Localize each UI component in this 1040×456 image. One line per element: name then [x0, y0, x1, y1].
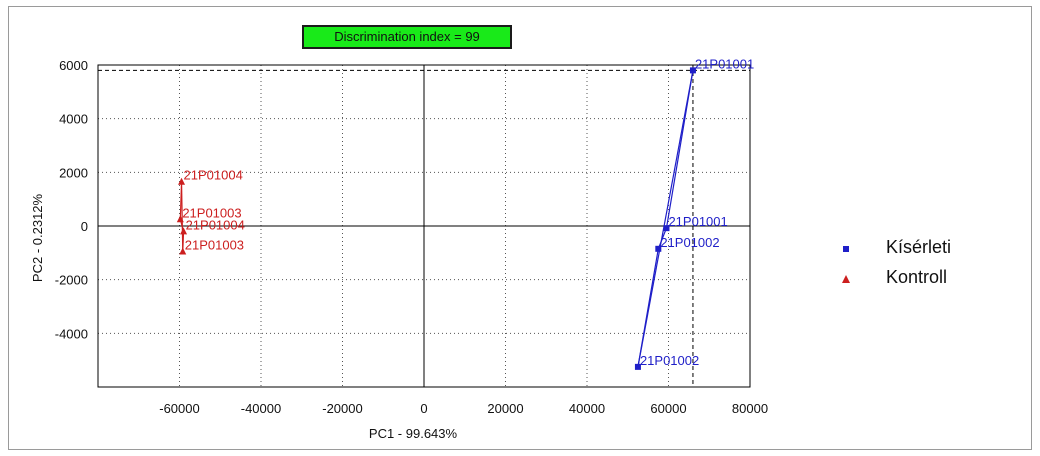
y-tick-label: -2000	[55, 273, 88, 288]
data-point-square	[655, 245, 662, 252]
data-point-triangle	[176, 215, 184, 223]
x-tick-label: 60000	[650, 401, 686, 416]
x-tick-label: 20000	[487, 401, 523, 416]
x-tick-label: 80000	[732, 401, 768, 416]
data-point-square	[663, 225, 670, 232]
legend-label: Kísérleti	[886, 237, 952, 257]
legend-triangle-marker-icon	[842, 275, 850, 283]
data-point-label: 21P01003	[182, 205, 241, 220]
data-point-triangle	[179, 247, 187, 255]
x-tick-label: 0	[420, 401, 427, 416]
series-closing-line-0	[637, 70, 694, 367]
y-tick-label: 4000	[59, 112, 88, 127]
discrimination-index-badge: Discrimination index = 99	[302, 25, 512, 49]
y-tick-label: 2000	[59, 165, 88, 180]
data-point-label: 21P01004	[184, 168, 243, 183]
data-point-label: 21P01001	[695, 56, 754, 71]
legend-label: Kontroll	[886, 267, 948, 287]
data-point-square	[634, 363, 641, 370]
x-axis-title: PC1 - 99.643%	[369, 426, 458, 441]
y-axis-title: PC2 - 0.2312%	[30, 193, 45, 282]
data-point-triangle	[178, 177, 186, 185]
chart-svg: -60000 -40000 -20000 0 20000 40000 60000 80000-…	[30, 56, 768, 441]
data-point-label: 21P01001	[668, 214, 727, 229]
data-point-label: 21P01002	[660, 235, 719, 250]
x-tick-label: -40000	[241, 401, 281, 416]
chart-frame: -60000 -40000 -20000 0 20000 40000 60000 80000-…	[8, 6, 1032, 450]
series-line-0	[637, 70, 694, 367]
legend-square-marker-icon	[843, 246, 849, 252]
y-tick-label: -4000	[55, 326, 88, 341]
x-tick-label: -20000	[322, 401, 362, 416]
x-tick-label: 40000	[569, 401, 605, 416]
series-closing-line-1	[180, 181, 184, 252]
data-point-label: 21P01002	[640, 353, 699, 368]
y-tick-label: 6000	[59, 58, 88, 73]
x-tick-label: -60000	[159, 401, 199, 416]
data-point-label: 21P01004	[186, 217, 245, 232]
y-tick-label: 0	[81, 219, 88, 234]
data-point-label: 21P01003	[185, 237, 244, 252]
data-point-square	[689, 67, 696, 74]
data-point-triangle	[180, 227, 188, 235]
